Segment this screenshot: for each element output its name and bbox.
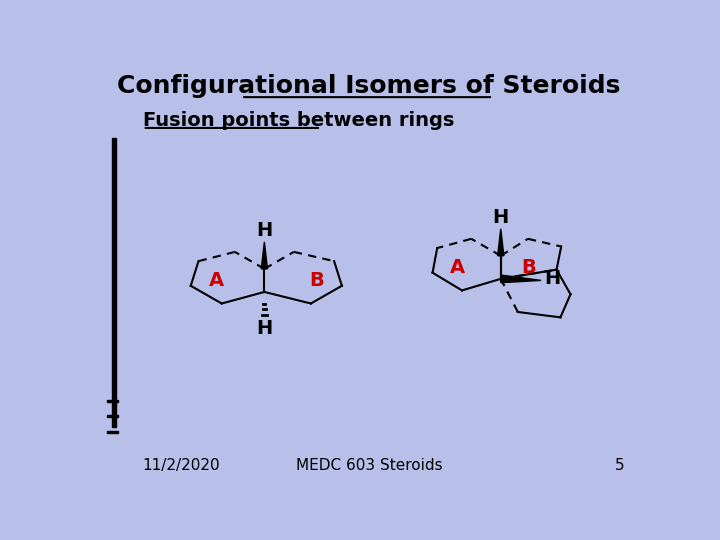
Polygon shape bbox=[500, 275, 541, 283]
Text: MEDC 603 Steroids: MEDC 603 Steroids bbox=[296, 458, 442, 472]
Bar bbox=[107, 430, 118, 433]
Text: H: H bbox=[256, 320, 272, 339]
Text: H: H bbox=[544, 269, 561, 288]
Text: H: H bbox=[492, 208, 509, 227]
Text: 11/2/2020: 11/2/2020 bbox=[143, 458, 220, 472]
Text: A: A bbox=[209, 271, 224, 290]
Text: Configurational Isomers of Steroids: Configurational Isomers of Steroids bbox=[117, 75, 621, 98]
Bar bbox=[112, 138, 117, 427]
Text: A: A bbox=[450, 258, 465, 277]
Text: H: H bbox=[256, 221, 272, 240]
Polygon shape bbox=[498, 229, 504, 256]
Text: Fusion points between rings: Fusion points between rings bbox=[143, 111, 454, 130]
Polygon shape bbox=[261, 242, 267, 269]
Text: B: B bbox=[521, 258, 536, 277]
Bar bbox=[107, 400, 118, 402]
Bar bbox=[107, 415, 118, 417]
Text: 5: 5 bbox=[615, 458, 625, 472]
Text: B: B bbox=[310, 271, 325, 290]
